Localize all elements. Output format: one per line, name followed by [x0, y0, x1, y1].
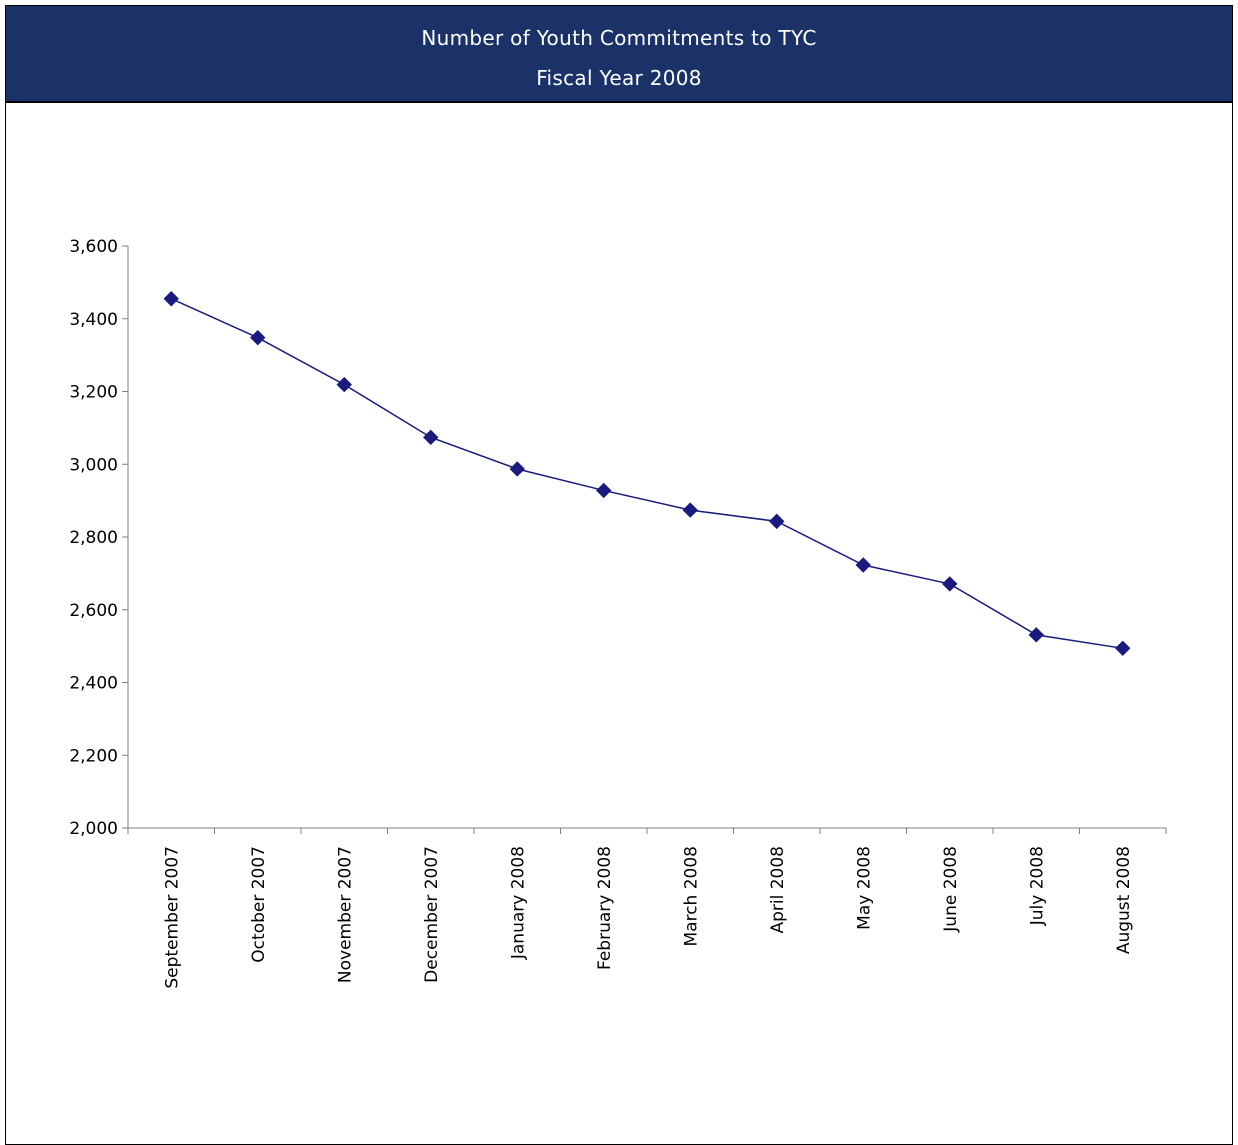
chart-subtitle: Fiscal Year 2008: [536, 66, 702, 90]
x-tick-label: September 2007: [162, 846, 182, 989]
data-point-marker: [855, 557, 871, 573]
data-point-marker: [423, 429, 439, 446]
data-point-marker: [1115, 640, 1131, 657]
x-tick-label: July 2008: [1027, 846, 1047, 926]
y-tick-label: 3,200: [69, 383, 118, 403]
data-point-marker: [682, 502, 698, 518]
x-tick-label: January 2008: [508, 846, 528, 960]
x-tick-label: October 2007: [249, 846, 269, 963]
y-tick-label: 2,600: [69, 601, 118, 621]
chart-series: [163, 291, 1131, 657]
x-tick-label: April 2008: [768, 846, 788, 934]
y-tick-label: 3,000: [69, 455, 118, 475]
y-tick-label: 2,400: [69, 674, 118, 694]
data-point-marker: [163, 291, 179, 307]
chart-axes: [127, 246, 1166, 829]
chart-labels: 2,000 2,200 2,400 2,600 2,800 3,000 3,200 3,400…: [69, 237, 1133, 989]
chart-ticks: [122, 245, 1167, 834]
chart-title: Number of Youth Commitments to TYC: [421, 26, 817, 50]
data-point-marker: [336, 376, 352, 393]
data-point-marker: [509, 461, 525, 477]
x-tick-label: December 2007: [422, 846, 442, 983]
data-point-marker: [942, 576, 958, 592]
y-tick-label: 3,600: [69, 237, 118, 257]
series-line: [170, 298, 1123, 650]
x-tick-label: June 2008: [941, 846, 961, 933]
x-tick-label: May 2008: [854, 846, 874, 930]
x-tick-label: March 2008: [681, 846, 701, 947]
chart-frame: [5, 5, 1233, 1145]
x-tick-label: February 2008: [595, 846, 615, 970]
data-point-marker: [1028, 627, 1044, 643]
data-point-marker: [769, 513, 785, 530]
y-tick-label: 2,800: [69, 528, 118, 548]
x-tick-label: August 2008: [1114, 846, 1134, 954]
x-tick-label: November 2007: [335, 846, 355, 983]
y-tick-label: 2,000: [69, 819, 118, 839]
data-point-marker: [596, 482, 612, 499]
y-tick-label: 3,400: [69, 310, 118, 330]
y-tick-label: 2,200: [69, 746, 118, 766]
data-point-marker: [250, 329, 266, 346]
chart-header: Number of Youth Commitments to TYC Fisca…: [5, 5, 1233, 103]
